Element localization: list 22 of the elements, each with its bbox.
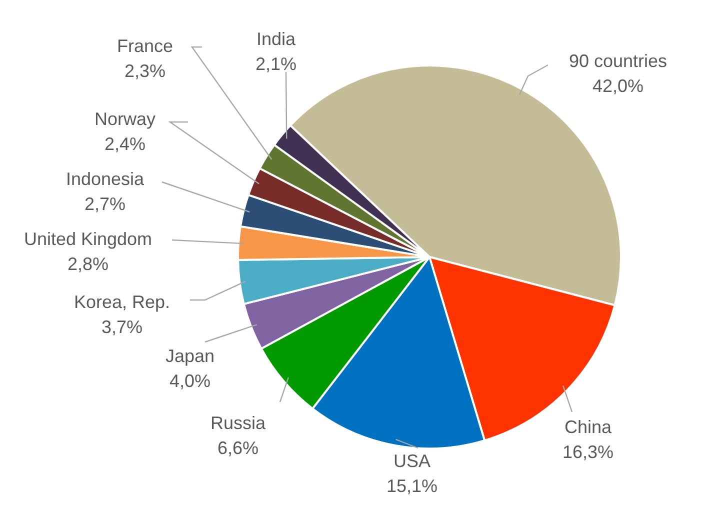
data-label: 2,4% xyxy=(104,134,146,154)
slice-label: Japan xyxy=(165,346,215,366)
data-label: 2,7% xyxy=(84,194,126,214)
data-label: 42,0% xyxy=(592,76,644,96)
slice-label: Korea, Rep. xyxy=(74,292,170,312)
slice-label: India xyxy=(256,28,296,49)
data-label: 16,3% xyxy=(562,442,614,462)
slice-label: Indonesia xyxy=(66,168,146,189)
data-label: 6,6% xyxy=(217,438,259,458)
slice-label: United Kingdom xyxy=(24,228,152,249)
data-label: 3,7% xyxy=(101,316,143,337)
data-label: 4,0% xyxy=(169,370,211,391)
slice-label: 90 countries xyxy=(568,50,668,71)
data-label: 2,8% xyxy=(67,254,109,274)
data-label: 15,1% xyxy=(386,476,438,496)
data-label: 2,3% xyxy=(124,60,166,81)
slice-label: France xyxy=(116,36,174,56)
slice-label: China xyxy=(564,416,613,437)
data-label: 2,1% xyxy=(255,54,297,74)
slice-label: Norway xyxy=(94,108,156,129)
slice-label: Russia xyxy=(210,412,266,433)
slice-label: USA xyxy=(393,450,431,471)
